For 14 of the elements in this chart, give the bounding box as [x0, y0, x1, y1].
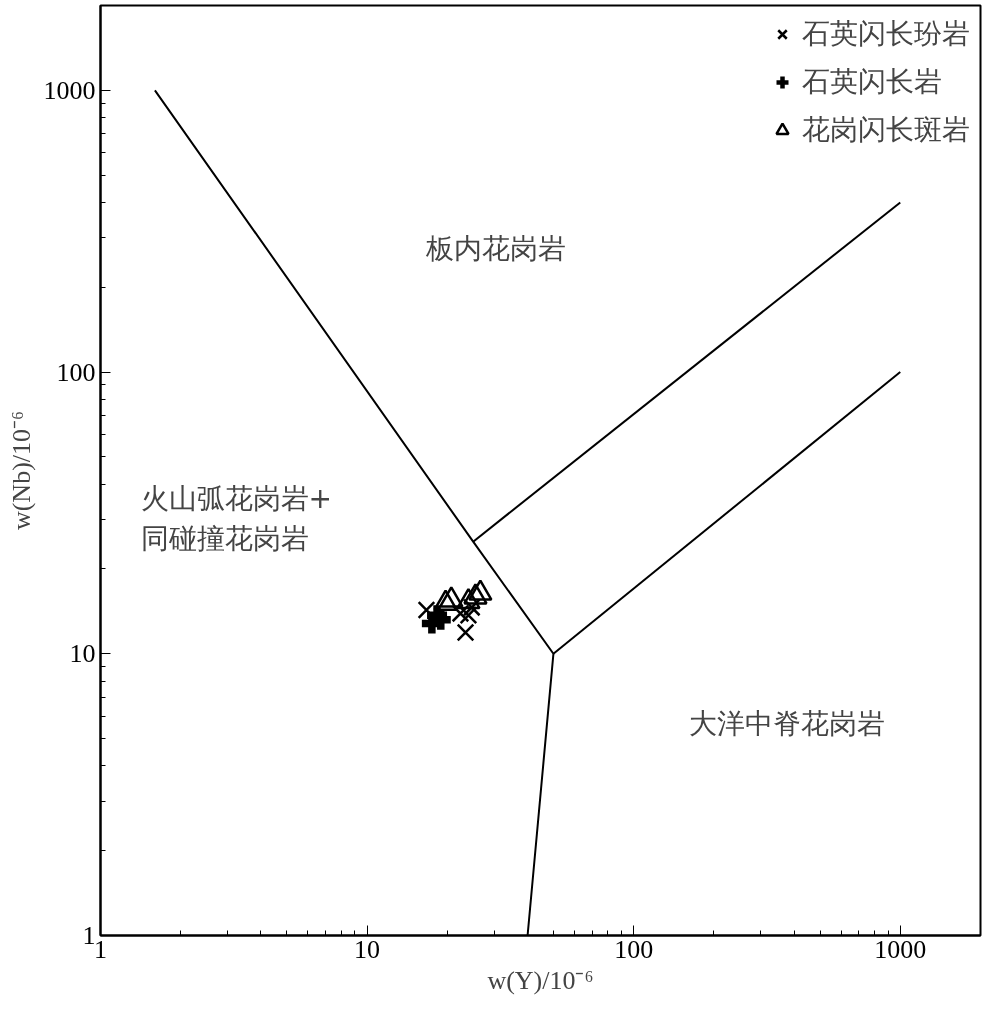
legend-label: 石英闪长岩	[802, 65, 942, 99]
legend-label: 石英闪长玢岩	[802, 17, 970, 51]
y-tick-label: 10	[69, 639, 96, 669]
annotation: 板内花岗岩	[424, 232, 566, 265]
annotation: 大洋中脊花岗岩	[688, 707, 885, 740]
y-axis-title: w(Nb)/10⁻⁶	[6, 410, 36, 531]
x-tick-label: 10	[354, 934, 381, 964]
x-tick-label: 1000	[874, 934, 927, 964]
y-tick-label: 100	[56, 357, 96, 387]
x-axis-title: w(Y)/10⁻⁶	[487, 965, 594, 995]
legend-label: 花岗闪长斑岩	[802, 113, 970, 147]
y-tick-label: 1000	[43, 75, 96, 105]
x-tick-label: 100	[614, 934, 654, 964]
annotation: 火山弧花岗岩+ 同碰撞花岗岩	[140, 482, 332, 555]
